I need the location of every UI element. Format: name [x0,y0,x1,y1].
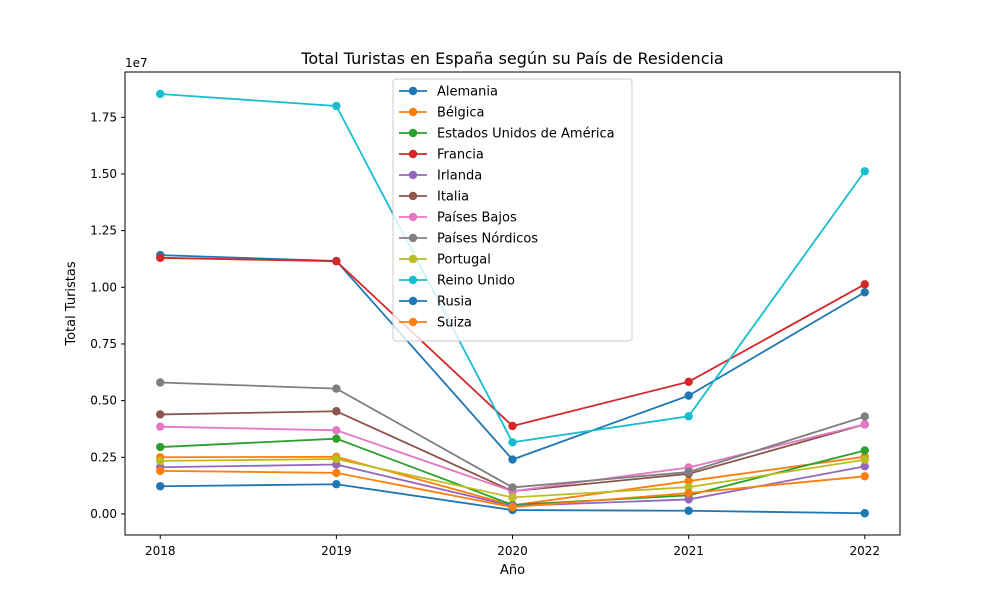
data-point-portugal [332,454,341,464]
x-tick-label: 2019 [321,544,352,558]
data-point-alemania [860,288,869,297]
legend-label: Portugal [437,253,491,268]
data-point-suiza [684,488,693,498]
legend-label: Países Nórdicos [437,232,538,247]
y-tick-label: 1.25 [90,224,117,238]
data-point-suiza [860,472,869,481]
x-tick-label: 2021 [673,544,704,558]
data-point-paises-nordicos [860,412,869,421]
legend-label: Irlanda [437,169,482,184]
y-tick-label: 0.75 [90,337,117,351]
data-point-paises-nordicos [332,384,341,393]
legend-marker [408,86,418,96]
legend-label: Francia [437,148,484,163]
y-tick-label: 1.50 [90,167,117,181]
legend-marker [408,296,418,306]
chart-title: Total Turistas en España según su País d… [300,49,723,68]
data-point-alemania [684,391,693,400]
legend-label: Estados Unidos de América [437,127,615,142]
data-point-reino-unido [156,89,165,99]
data-point-portugal [156,456,165,466]
legend-marker [408,317,418,327]
legend-label: Alemania [437,85,498,100]
data-point-estados-unidos-de-america [332,434,341,443]
data-point-francia [332,257,341,266]
data-point-reino-unido [684,412,693,421]
data-point-italia [156,410,165,419]
data-point-francia [860,280,869,289]
data-point-paises-bajos [332,426,341,435]
data-point-portugal [684,482,693,492]
legend-marker [408,212,418,222]
data-point-rusia [860,509,869,518]
legend-marker [408,149,418,159]
data-point-irlanda [860,462,869,471]
y-tick-label: 0.50 [90,394,117,408]
data-point-belgica [684,476,693,486]
legend-label: Suiza [437,316,472,331]
legend-label: Italia [437,190,469,205]
x-tick-label: 2018 [145,544,176,558]
data-point-paises-nordicos [684,467,693,477]
data-point-suiza [156,466,165,476]
data-point-francia [684,377,693,386]
legend-marker [408,275,418,285]
y-axis-label: Total Turistas [64,261,79,346]
x-tick-label: 2020 [497,544,528,558]
data-point-rusia [156,482,165,491]
legend-marker [408,254,418,264]
data-point-alemania [508,455,517,464]
legend-marker [408,191,418,201]
legend-marker [408,170,418,180]
data-point-paises-nordicos [508,483,517,492]
legend-label: Reino Unido [437,274,515,289]
data-point-paises-bajos [860,420,869,429]
data-point-portugal [860,455,869,464]
y-tick-label: 1.75 [90,110,117,124]
y-tick-label: 1.00 [90,280,117,294]
x-axis-label: Año [500,563,525,578]
y-tick-label: 0.00 [90,507,117,521]
data-point-portugal [508,493,517,502]
plot-frame [124,71,901,536]
legend: Alemania Bélgica Estados Unidos de América… [392,78,633,342]
legend-box [392,78,633,342]
data-point-rusia [332,480,341,489]
data-point-reino-unido [508,438,517,447]
data-point-irlanda [684,495,693,504]
data-point-paises-bajos [156,422,165,431]
data-point-rusia [684,506,693,515]
data-point-suiza [508,502,517,512]
data-point-suiza [332,468,341,478]
plot-area: 2018 2019 2020 2021 2022 0.00 0.25 0.50 0.75 1.00… [90,89,880,558]
data-point-estados-unidos-de-america [156,442,165,452]
legend-marker [408,107,418,117]
data-point-italia [332,407,341,416]
data-point-francia [508,421,517,431]
data-point-paises-nordicos [156,378,165,387]
legend-marker [408,128,418,138]
data-point-reino-unido [860,167,869,176]
y-tick-label: 0.25 [90,450,117,464]
data-point-estados-unidos-de-america [860,446,869,455]
legend-label: Bélgica [437,106,485,121]
x-tick-label: 2022 [849,544,880,558]
legend-label: Países Bajos [437,211,517,226]
data-point-reino-unido [332,101,341,111]
legend-marker [408,233,418,243]
y-offset-label: 1e7 [125,56,148,70]
legend-label: Rusia [437,295,472,310]
data-point-francia [156,253,165,263]
